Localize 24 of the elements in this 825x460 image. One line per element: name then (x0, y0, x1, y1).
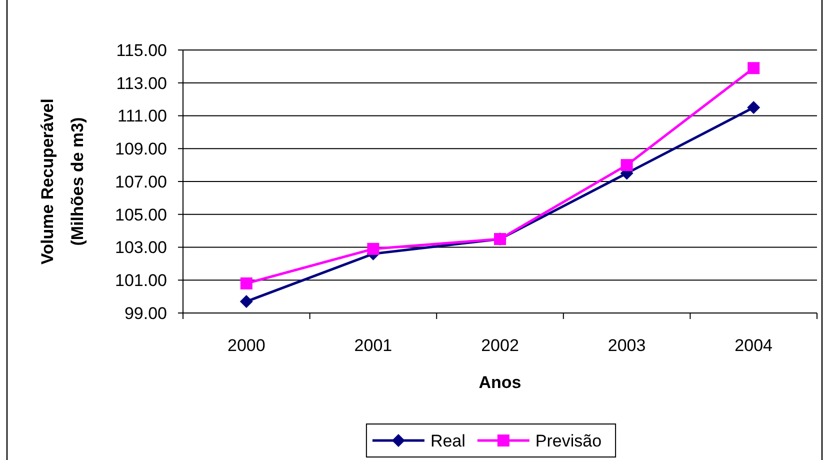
y-tick-label: 115.00 (116, 40, 167, 60)
point (240, 294, 253, 308)
point (748, 62, 760, 74)
y-tick-label: 113.00 (116, 74, 167, 93)
y-tick-label: 103.00 (115, 238, 167, 258)
y-axis-title: Volume Recuperável (Milhões de m3) (38, 98, 87, 264)
y-tick-label: 109.00 (115, 140, 167, 159)
x-tick-label: 2002 (481, 336, 519, 355)
y-tick-label: 101.00 (115, 271, 167, 290)
y-tick-label: 111.00 (118, 106, 167, 126)
y-tick-label: 105.00 (115, 205, 167, 224)
point (240, 277, 252, 290)
x-tick-label: 2001 (354, 336, 392, 355)
y-tick-label: 99.00 (124, 304, 167, 323)
x-tick-label: 2004 (734, 336, 773, 355)
point (747, 101, 760, 114)
x-axis-title: Anos (478, 373, 522, 392)
point (367, 242, 380, 255)
point (620, 159, 633, 172)
x-tick-label: 2003 (608, 336, 646, 355)
x-tick-label: 2000 (227, 336, 266, 355)
legend-label: Previsão (535, 431, 602, 450)
legend-label: Real (430, 431, 466, 450)
y-tick-label: 107.00 (115, 172, 167, 192)
